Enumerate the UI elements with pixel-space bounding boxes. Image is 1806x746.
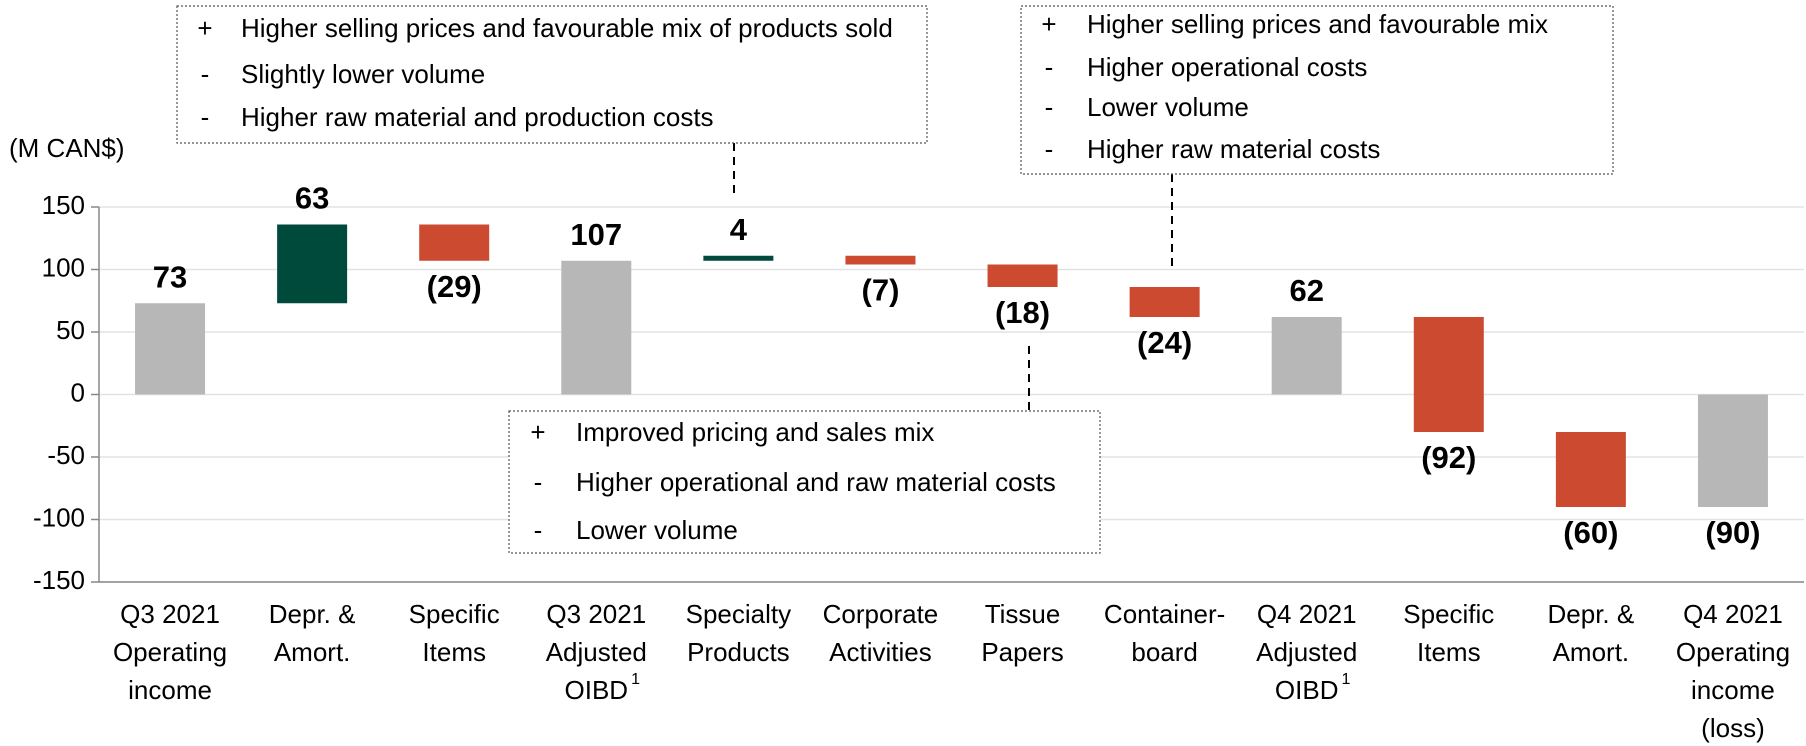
bar [419, 224, 490, 261]
x-tick-label: Specific [1403, 599, 1494, 629]
value-label: 73 [153, 259, 187, 294]
annotation-text: Higher operational and raw material cost… [576, 467, 1056, 497]
y-tick-label: 150 [42, 190, 85, 220]
annotation-text: Higher selling prices and favourable mix [1087, 9, 1548, 39]
annotation-sign: - [534, 467, 543, 497]
annotation-box [508, 410, 1101, 554]
x-tick-label: (loss) [1701, 713, 1765, 743]
bar [1129, 287, 1200, 317]
x-tick-label: Q3 2021 [120, 599, 220, 629]
annotation-text: Higher raw material and production costs [241, 102, 714, 132]
x-tick-label: Q4 2021 [1257, 599, 1357, 629]
annotation-text: Higher raw material costs [1087, 134, 1380, 164]
x-tick-label: Amort. [274, 637, 351, 667]
y-tick-label: -50 [47, 440, 85, 470]
annotation-sign: + [530, 417, 545, 447]
y-tick-label: -150 [33, 565, 85, 595]
x-tick-label: Tissue [985, 599, 1061, 629]
value-label: (29) [427, 269, 482, 304]
x-tick-label: Container- [1104, 599, 1225, 629]
x-tick-label: OIBD [1275, 675, 1339, 705]
bar [135, 303, 206, 395]
value-label: (60) [1563, 515, 1618, 550]
value-label: 107 [570, 217, 622, 252]
value-label: (18) [995, 295, 1050, 330]
x-tick-label: Products [687, 637, 790, 667]
bar [561, 260, 632, 395]
annotation-sign: + [197, 13, 212, 43]
value-label: 63 [295, 181, 329, 216]
x-tick-label: Q3 2021 [546, 599, 646, 629]
annotation-text: Slightly lower volume [241, 59, 485, 89]
annotation-sign: - [1045, 52, 1054, 82]
x-tick-label: Operating [113, 637, 227, 667]
x-tick-label: Q4 2021 [1683, 599, 1783, 629]
x-tick-label: Items [1417, 637, 1481, 667]
x-tick-superscript: 1 [631, 671, 640, 688]
bar [1697, 394, 1768, 507]
annotation-sign: - [1045, 92, 1054, 122]
bar [987, 264, 1058, 287]
annotation-box [176, 5, 928, 144]
annotation-sign: - [534, 515, 543, 545]
value-label: (24) [1137, 325, 1192, 360]
x-tick-label: income [128, 675, 212, 705]
annotation-text: Improved pricing and sales mix [576, 417, 934, 447]
annotation-sign: + [1041, 9, 1056, 39]
x-tick-label: Papers [981, 637, 1063, 667]
x-tick-superscript: 1 [1341, 671, 1350, 688]
y-tick-label: 100 [42, 252, 85, 282]
value-label: (90) [1705, 515, 1760, 550]
value-label: (92) [1421, 440, 1476, 475]
x-tick-label: Corporate [823, 599, 939, 629]
x-tick-label: Specific [409, 599, 500, 629]
x-tick-label: Specialty [686, 599, 792, 629]
x-tick-label: Amort. [1553, 637, 1630, 667]
bar [1271, 317, 1342, 395]
annotation-sign: - [201, 59, 210, 89]
x-tick-label: income [1691, 675, 1775, 705]
bar [1413, 317, 1484, 432]
x-tick-label: Depr. & [269, 599, 356, 629]
bar [703, 255, 774, 261]
value-label: 62 [1289, 273, 1323, 308]
annotation-text: Lower volume [576, 515, 738, 545]
annotation-sign: - [201, 102, 210, 132]
x-tick-label: Depr. & [1548, 599, 1635, 629]
y-tick-label: -100 [33, 502, 85, 532]
annotation-text: Higher selling prices and favourable mix… [241, 13, 893, 43]
annotation-box [1020, 5, 1614, 175]
x-tick-label: Adjusted [1256, 637, 1357, 667]
x-tick-label: board [1131, 637, 1198, 667]
annotation-text: Higher operational costs [1087, 52, 1367, 82]
y-tick-label: 50 [56, 315, 85, 345]
x-tick-label: OIBD [565, 675, 629, 705]
axis-label: (M CAN$) [9, 133, 125, 163]
annotation-text: Lower volume [1087, 92, 1249, 122]
x-tick-label: Adjusted [546, 637, 647, 667]
bar [845, 255, 916, 265]
value-label: (7) [862, 273, 900, 308]
y-tick-label: 0 [71, 377, 85, 407]
bar [277, 224, 348, 304]
x-tick-label: Activities [829, 637, 932, 667]
x-tick-label: Items [422, 637, 486, 667]
annotation-sign: - [1045, 134, 1054, 164]
bar [1555, 432, 1626, 507]
x-tick-label: Operating [1676, 637, 1790, 667]
value-label: 4 [730, 212, 748, 247]
